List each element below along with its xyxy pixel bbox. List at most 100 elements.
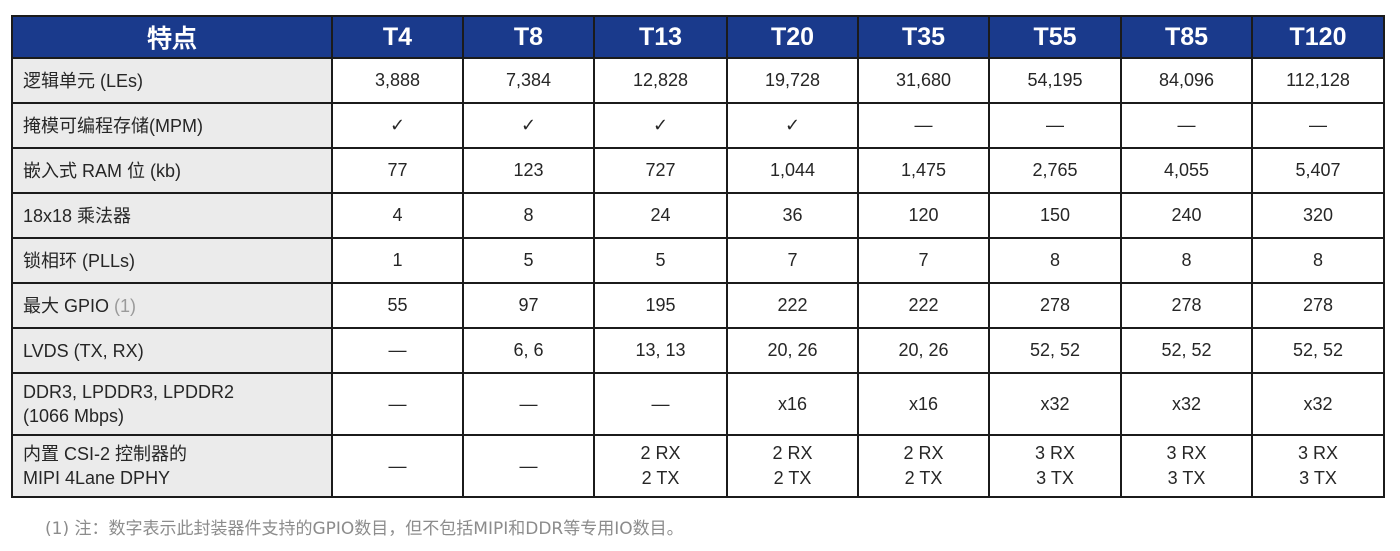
- feature-label: LVDS (TX, RX): [11, 327, 333, 374]
- dash-icon: —: [988, 102, 1122, 149]
- cell-line: 3 RX: [1297, 443, 1339, 463]
- dash-icon: —: [1120, 102, 1253, 149]
- table-cell: 52, 52: [1251, 327, 1385, 374]
- header-model: T13: [593, 15, 728, 59]
- cell-line: 2 TX: [904, 468, 943, 488]
- table-cell: —: [331, 434, 464, 498]
- table-row: 18x18 乘法器 4 8 24 36 120 150 240 320: [11, 192, 1385, 239]
- feature-label: 嵌入式 RAM 位 (kb): [11, 147, 333, 194]
- dash-icon: —: [331, 372, 464, 436]
- table-cell: 150: [988, 192, 1122, 239]
- dash-icon: —: [857, 102, 990, 149]
- table-cell: 52, 52: [988, 327, 1122, 374]
- table-row: LVDS (TX, RX) — 6, 6 13, 13 20, 26 20, 2…: [11, 327, 1385, 374]
- table-cell: 3,888: [331, 57, 464, 104]
- table-cell: 3 RX 3 TX: [1120, 434, 1253, 498]
- check-icon: ✓: [726, 102, 859, 149]
- table-cell: 222: [857, 282, 990, 329]
- header-model: T4: [331, 15, 464, 59]
- table-cell: 4: [331, 192, 464, 239]
- table-cell: 52, 52: [1120, 327, 1253, 374]
- dash-icon: —: [331, 327, 464, 374]
- table-cell: 84,096: [1120, 57, 1253, 104]
- feature-label: DDR3, LPDDR3, LPDDR2 (1066 Mbps): [11, 372, 333, 436]
- cell-line: 2 TX: [641, 468, 680, 488]
- dash-icon: —: [462, 372, 595, 436]
- feature-label-text: 最大 GPIO: [23, 295, 110, 316]
- table-cell: 55: [331, 282, 464, 329]
- table-cell: 123: [462, 147, 595, 194]
- table-row: 最大 GPIO (1) 55 97 195 222 222 278 278 27…: [11, 282, 1385, 329]
- table-cell: —: [462, 434, 595, 498]
- table-row: 内置 CSI-2 控制器的 MIPI 4Lane DPHY — — 2 RX 2 …: [11, 434, 1385, 498]
- header-model: T20: [726, 15, 859, 59]
- header-model: T85: [1120, 15, 1253, 59]
- feature-label: 内置 CSI-2 控制器的 MIPI 4Lane DPHY: [11, 434, 333, 498]
- cell-line: 3 TX: [1036, 468, 1074, 488]
- table-cell: 54,195: [988, 57, 1122, 104]
- table-cell: 8: [462, 192, 595, 239]
- table-cell: 20, 26: [857, 327, 990, 374]
- table-cell: x32: [1251, 372, 1385, 436]
- dash-icon: —: [1251, 102, 1385, 149]
- table-cell: 320: [1251, 192, 1385, 239]
- cell-line: 2 RX: [640, 443, 681, 463]
- table-cell: 2 RX 2 TX: [857, 434, 990, 498]
- feature-label-line: (1066 Mbps): [23, 406, 125, 426]
- table-cell: 1,044: [726, 147, 859, 194]
- cell-line: 2 TX: [773, 468, 812, 488]
- table-row: 掩模可编程存储(MPM) ✓ ✓ ✓ ✓ — — — —: [11, 102, 1385, 149]
- feature-label-line: MIPI 4Lane DPHY: [23, 468, 171, 488]
- feature-label: 逻辑单元 (LEs): [11, 57, 333, 104]
- table-cell: 112,128: [1251, 57, 1385, 104]
- table-cell: 2,765: [988, 147, 1122, 194]
- dash-icon: —: [593, 372, 728, 436]
- table-cell: 4,055: [1120, 147, 1253, 194]
- table-cell: 195: [593, 282, 728, 329]
- table-row: 嵌入式 RAM 位 (kb) 77 123 727 1,044 1,475 2,…: [11, 147, 1385, 194]
- dash-icon: —: [388, 455, 407, 476]
- table-cell: 19,728: [726, 57, 859, 104]
- table-cell: 240: [1120, 192, 1253, 239]
- table-cell: 97: [462, 282, 595, 329]
- cell-line: 3 RX: [1166, 443, 1207, 463]
- table-cell: 8: [988, 237, 1122, 284]
- header-feature: 特点: [11, 15, 333, 59]
- dash-icon: —: [519, 455, 538, 476]
- table-cell: 77: [331, 147, 464, 194]
- feature-label: 掩模可编程存储(MPM): [11, 102, 333, 149]
- table-cell: 5: [593, 237, 728, 284]
- table-cell: 6, 6: [462, 327, 595, 374]
- feature-label-line: DDR3, LPDDR3, LPDDR2: [23, 382, 235, 402]
- cell-line: 2 RX: [903, 443, 944, 463]
- table-cell: 2 RX 2 TX: [726, 434, 859, 498]
- table-cell: 13, 13: [593, 327, 728, 374]
- spec-table-container: 特点 T4 T8 T13 T20 T35 T55 T85 T120 逻辑单元 (…: [11, 15, 1385, 498]
- table-cell: 5: [462, 237, 595, 284]
- table-cell: 31,680: [857, 57, 990, 104]
- table-cell: 36: [726, 192, 859, 239]
- feature-label: 锁相环 (PLLs): [11, 237, 333, 284]
- table-cell: 1: [331, 237, 464, 284]
- table-cell: 5,407: [1251, 147, 1385, 194]
- table-cell: x16: [726, 372, 859, 436]
- cell-line: 3 RX: [1034, 443, 1076, 463]
- table-cell: x32: [988, 372, 1122, 436]
- table-cell: 278: [1251, 282, 1385, 329]
- table-cell: 278: [1120, 282, 1253, 329]
- table-cell: x32: [1120, 372, 1253, 436]
- table-cell: 727: [593, 147, 728, 194]
- fpga-spec-table: 特点 T4 T8 T13 T20 T35 T55 T85 T120 逻辑单元 (…: [11, 15, 1385, 498]
- table-row: 逻辑单元 (LEs) 3,888 7,384 12,828 19,728 31,…: [11, 57, 1385, 104]
- table-cell: 8: [1120, 237, 1253, 284]
- table-cell: 12,828: [593, 57, 728, 104]
- table-cell: 3 RX 3 TX: [988, 434, 1122, 498]
- header-row: 特点 T4 T8 T13 T20 T35 T55 T85 T120: [11, 15, 1385, 59]
- header-model: T55: [988, 15, 1122, 59]
- check-icon: ✓: [462, 102, 595, 149]
- feature-label-line: 内置 CSI-2 控制器的: [23, 444, 188, 464]
- cell-line: 2 RX: [772, 443, 813, 463]
- header-model: T8: [462, 15, 595, 59]
- feature-label: 最大 GPIO (1): [11, 282, 333, 329]
- footnote-marker: (1): [114, 295, 137, 316]
